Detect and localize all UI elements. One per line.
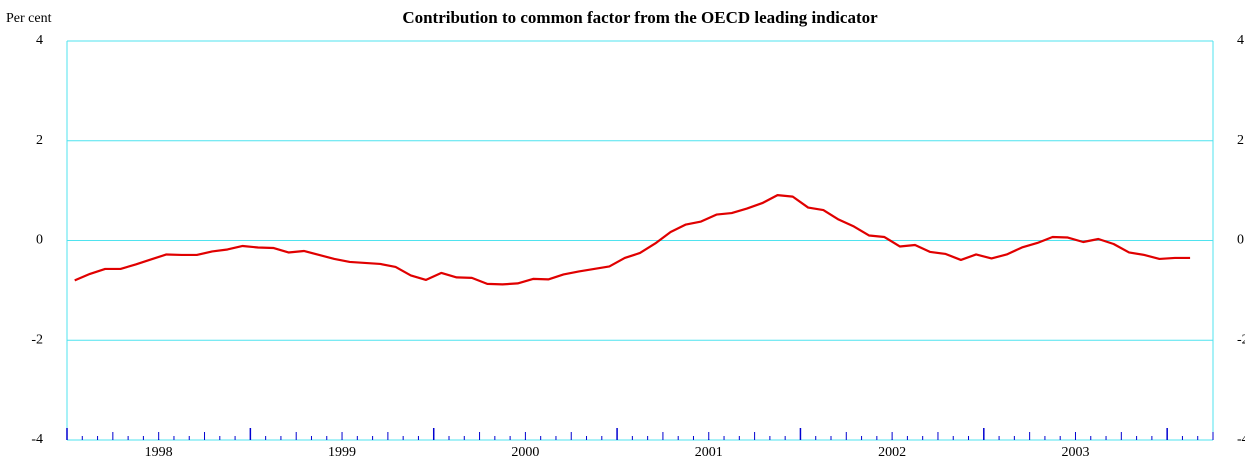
y2-tick-label: 4 [1237,33,1244,48]
x-tick-label: 2000 [511,445,539,460]
y2-tick-label: -4 [1237,432,1245,447]
y-tick-label: 4 [36,33,43,48]
y2-tick-label: 2 [1237,133,1244,148]
y-axis-label: Per cent [6,11,52,26]
x-tick-label: 1999 [328,445,356,460]
y2-tick-label: -2 [1237,332,1245,347]
data-line [74,194,1191,286]
x-tick-label: 1998 [145,445,173,460]
y2-tick-label: 0 [1237,233,1244,248]
x-tick-label: 2003 [1061,445,1089,460]
y-tick-label: -2 [31,332,43,347]
y-tick-label: -4 [31,432,43,447]
x-tick-label: 2001 [695,445,723,460]
y-tick-label: 2 [36,133,43,148]
x-tick-label: 2002 [878,445,906,460]
chart-title: Contribution to common factor from the O… [402,8,878,27]
y-tick-label: 0 [36,233,43,248]
